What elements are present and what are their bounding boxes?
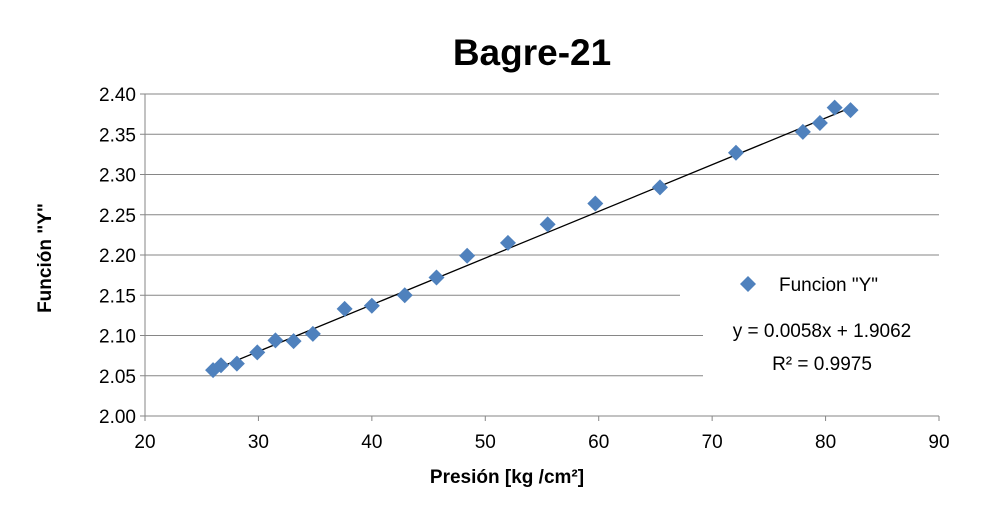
trendline-layer bbox=[212, 107, 851, 371]
y-tick-label: 2.25 bbox=[99, 206, 136, 227]
y-axis-title: Función "Y" bbox=[35, 203, 56, 313]
y-tick-labels: 2.00 2.05 2.10 2.15 2.20 2.25 2.30 2.35 2.40 bbox=[99, 85, 136, 428]
y-tick-label: 2.00 bbox=[99, 407, 136, 428]
data-point bbox=[651, 179, 668, 196]
data-point bbox=[811, 114, 828, 131]
trendline-label-background bbox=[703, 311, 943, 381]
axis-layer bbox=[144, 94, 939, 417]
legend: Funcion "Y" bbox=[680, 266, 942, 304]
data-point bbox=[727, 144, 744, 161]
x-tick-label: 60 bbox=[588, 432, 609, 453]
data-point bbox=[212, 357, 229, 374]
trendline-labels: y = 0.0058x + 1.9062 R² = 0.9975 bbox=[703, 311, 943, 381]
data-point bbox=[304, 325, 321, 342]
data-point bbox=[842, 102, 859, 119]
x-tick-labels: 20 30 40 50 60 70 80 90 bbox=[134, 432, 949, 453]
legend-label: Funcion "Y" bbox=[779, 275, 878, 296]
x-tick-label: 80 bbox=[815, 432, 836, 453]
trendline bbox=[212, 107, 851, 371]
data-point bbox=[285, 333, 302, 350]
x-tick-label: 90 bbox=[928, 432, 949, 453]
legend-marker-diamond-icon bbox=[740, 276, 756, 292]
y-tick-label: 2.05 bbox=[99, 367, 136, 388]
trendline-equation: y = 0.0058x + 1.9062 bbox=[733, 321, 912, 342]
data-point bbox=[499, 234, 516, 251]
data-point bbox=[336, 300, 353, 317]
data-point bbox=[587, 195, 604, 212]
data-point bbox=[228, 355, 245, 372]
y-tick-label: 2.35 bbox=[99, 125, 136, 146]
legend-background bbox=[680, 266, 942, 304]
y-tick-label: 2.10 bbox=[99, 327, 136, 348]
x-axis-title: Presión [kg /cm²] bbox=[430, 467, 584, 488]
x-tick-label: 30 bbox=[248, 432, 269, 453]
data-point bbox=[539, 216, 556, 233]
x-tick-label: 70 bbox=[702, 432, 723, 453]
data-point bbox=[363, 297, 380, 314]
data-point bbox=[249, 344, 266, 361]
data-point bbox=[396, 287, 413, 304]
y-tick-label: 2.15 bbox=[99, 286, 136, 307]
x-tick-label: 40 bbox=[361, 432, 382, 453]
chart-title: Bagre-21 bbox=[453, 32, 611, 73]
data-point bbox=[794, 123, 811, 140]
y-tick-label: 2.40 bbox=[99, 85, 136, 106]
data-point bbox=[459, 247, 476, 264]
x-tick-label: 20 bbox=[134, 432, 155, 453]
data-point bbox=[428, 269, 445, 286]
x-tick-label: 50 bbox=[475, 432, 496, 453]
data-points bbox=[205, 99, 859, 379]
trendline-r-squared: R² = 0.9975 bbox=[772, 354, 872, 375]
y-tick-label: 2.20 bbox=[99, 246, 136, 267]
y-tick-label: 2.30 bbox=[99, 166, 136, 187]
data-point bbox=[826, 99, 843, 116]
data-point bbox=[267, 332, 284, 349]
